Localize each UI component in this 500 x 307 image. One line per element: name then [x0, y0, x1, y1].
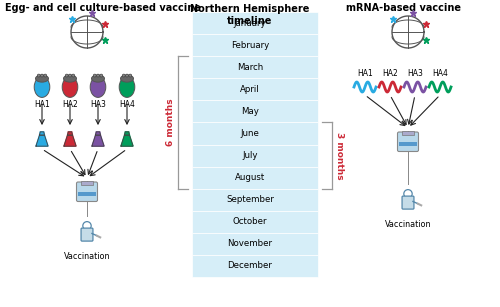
Text: October: October	[233, 217, 267, 226]
Text: August: August	[235, 173, 265, 182]
Ellipse shape	[72, 74, 74, 77]
Bar	[192, 100, 318, 122]
Polygon shape	[40, 132, 44, 135]
Ellipse shape	[122, 74, 125, 77]
FancyBboxPatch shape	[402, 196, 414, 209]
Ellipse shape	[40, 74, 43, 77]
Text: February: February	[231, 41, 269, 50]
Bar	[192, 167, 318, 189]
Bar	[192, 122, 318, 145]
Bar	[192, 233, 318, 255]
Ellipse shape	[92, 75, 104, 82]
Text: Northern Hemisphere
timeline: Northern Hemisphere timeline	[190, 4, 310, 25]
Text: May: May	[241, 107, 259, 116]
Text: 3 months: 3 months	[335, 132, 344, 179]
Ellipse shape	[44, 74, 46, 77]
Polygon shape	[64, 135, 76, 146]
Text: HA2: HA2	[382, 69, 398, 78]
Text: January: January	[234, 18, 266, 28]
Ellipse shape	[66, 74, 68, 77]
Bar	[192, 211, 318, 233]
Bar	[80, 181, 94, 185]
Text: April: April	[240, 85, 260, 94]
Ellipse shape	[36, 75, 49, 82]
Bar	[192, 12, 318, 34]
Bar	[192, 145, 318, 167]
FancyBboxPatch shape	[76, 182, 98, 201]
Text: November: November	[228, 239, 272, 248]
Bar	[399, 142, 417, 146]
Bar	[192, 34, 318, 56]
Ellipse shape	[100, 74, 102, 77]
Text: March: March	[237, 63, 263, 72]
Polygon shape	[92, 135, 104, 146]
Ellipse shape	[68, 74, 71, 77]
Ellipse shape	[129, 74, 132, 77]
Text: HA4: HA4	[432, 69, 448, 78]
Ellipse shape	[38, 74, 40, 77]
Text: July: July	[242, 151, 258, 160]
Text: HA2: HA2	[62, 100, 78, 109]
Ellipse shape	[120, 75, 134, 82]
Bar	[192, 56, 318, 78]
Text: September: September	[226, 195, 274, 204]
Text: mRNA-based vaccine: mRNA-based vaccine	[346, 3, 461, 13]
Text: Egg- and cell culture-based vaccine: Egg- and cell culture-based vaccine	[5, 3, 201, 13]
Polygon shape	[36, 135, 48, 146]
Ellipse shape	[96, 74, 100, 77]
Ellipse shape	[126, 74, 128, 77]
Text: 6 months: 6 months	[166, 99, 175, 146]
Text: HA1: HA1	[357, 69, 373, 78]
Ellipse shape	[94, 74, 96, 77]
Bar	[192, 189, 318, 211]
Bar	[78, 192, 96, 196]
Bar	[192, 78, 318, 100]
Text: HA1: HA1	[34, 100, 50, 109]
Text: HA3: HA3	[90, 100, 106, 109]
Polygon shape	[96, 132, 100, 135]
Text: June: June	[240, 129, 260, 138]
Polygon shape	[121, 135, 133, 146]
Bar	[192, 255, 318, 277]
Ellipse shape	[64, 75, 76, 82]
Text: December: December	[228, 262, 272, 270]
Text: Vaccination: Vaccination	[385, 220, 431, 229]
Ellipse shape	[90, 77, 106, 97]
FancyBboxPatch shape	[398, 132, 418, 151]
Text: HA4: HA4	[119, 100, 135, 109]
Polygon shape	[68, 132, 72, 135]
Text: Vaccination: Vaccination	[64, 252, 110, 261]
Text: HA3: HA3	[407, 69, 423, 78]
Ellipse shape	[34, 77, 50, 97]
Polygon shape	[124, 132, 130, 135]
Ellipse shape	[62, 77, 78, 97]
Ellipse shape	[119, 77, 135, 97]
FancyBboxPatch shape	[81, 228, 93, 241]
Bar	[402, 131, 414, 134]
